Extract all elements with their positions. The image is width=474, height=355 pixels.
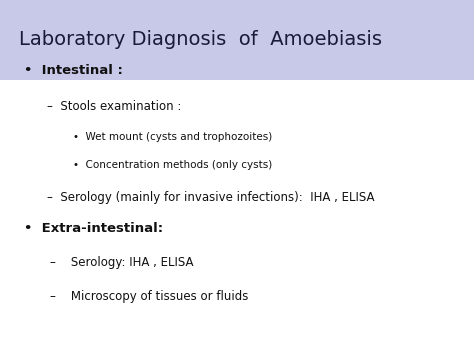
Text: –  Stools examination :: – Stools examination : — [47, 100, 182, 113]
Text: •  Concentration methods (only cysts): • Concentration methods (only cysts) — [73, 160, 273, 170]
Text: –    Serology: IHA , ELISA: – Serology: IHA , ELISA — [50, 256, 193, 269]
Text: –  Serology (mainly for invasive infections):  IHA , ELISA: – Serology (mainly for invasive infectio… — [47, 191, 375, 203]
Text: –    Microscopy of tissues or fluids: – Microscopy of tissues or fluids — [50, 290, 248, 303]
Text: •  Extra-intestinal:: • Extra-intestinal: — [24, 223, 163, 235]
Text: Laboratory Diagnosis  of  Amoebiasis: Laboratory Diagnosis of Amoebiasis — [19, 31, 382, 49]
Text: •  Wet mount (cysts and trophozoites): • Wet mount (cysts and trophozoites) — [73, 132, 273, 142]
Bar — [0, 0, 474, 80]
Text: •  Intestinal :: • Intestinal : — [24, 65, 123, 77]
